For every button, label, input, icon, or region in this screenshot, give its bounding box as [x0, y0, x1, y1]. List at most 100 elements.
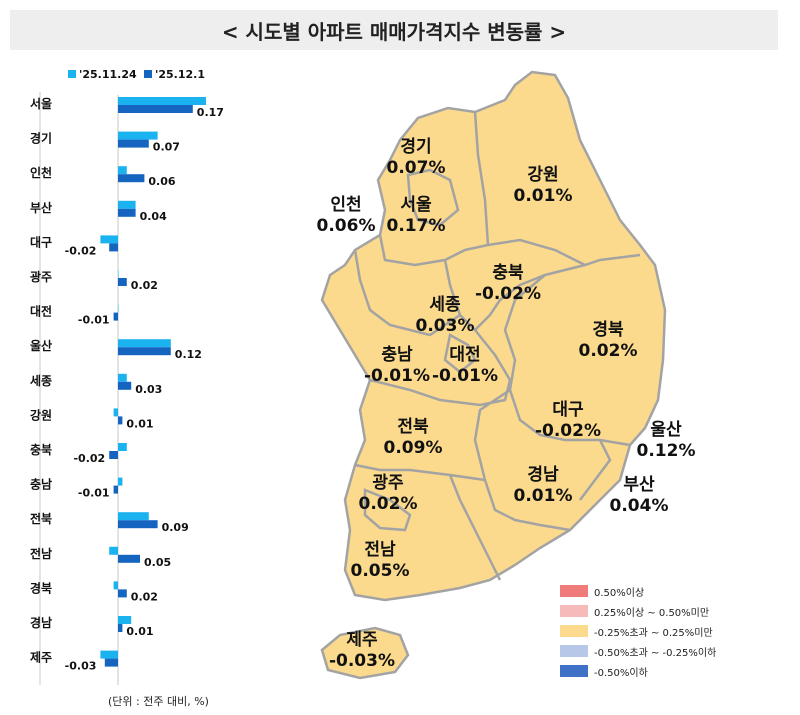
legend-label: '25.12.1	[155, 68, 205, 81]
bar	[118, 373, 127, 382]
page-title: < 시도별 아파트 매매가격지수 변동률 >	[10, 10, 778, 50]
category-label: 충남	[30, 477, 52, 492]
data-label: 0.02	[131, 590, 158, 603]
region-borders	[353, 111, 641, 581]
bar-group: 전남 0.05	[30, 546, 171, 569]
bar-group: 충북 -0.02	[30, 442, 127, 465]
bar	[113, 485, 118, 494]
data-label: 0.12	[175, 348, 202, 361]
map-region-value: 0.02%	[359, 494, 418, 514]
bar	[100, 650, 118, 659]
category-label: 경북	[30, 581, 52, 595]
category-label: 서울	[30, 96, 52, 111]
map-region-value: 0.07%	[387, 158, 446, 178]
category-label: 강원	[30, 408, 52, 422]
bar	[118, 97, 206, 105]
data-label: -0.02	[65, 244, 97, 257]
map-region-name: 인천	[330, 195, 361, 215]
category-label: 부산	[30, 200, 52, 215]
bar	[113, 408, 118, 417]
bar	[118, 443, 127, 451]
legend-text: -0.25%초과 ~ 0.25%미만	[594, 627, 713, 639]
data-label: 0.01	[126, 417, 153, 430]
legend-color	[560, 585, 588, 597]
map-region-name: 대전	[449, 345, 480, 365]
legend-color	[560, 665, 588, 677]
data-label: 0.03	[135, 383, 162, 396]
map-legend: 0.50%이상 0.25%이상 ~ 0.50%미만 -0.25%초과 ~ 0.25%…	[560, 581, 750, 681]
bar	[118, 278, 127, 286]
bar	[118, 347, 171, 356]
map-region-value: 0.04%	[610, 496, 669, 516]
bar-group: 제주 -0.03	[30, 650, 118, 673]
legend-swatch	[68, 70, 76, 78]
bar-group: 경북 0.02	[30, 581, 158, 603]
legend-label: '25.11.24	[79, 68, 137, 81]
data-label: 0.07	[153, 141, 180, 154]
map-region-name: 부산	[623, 475, 655, 495]
map-region-value: 0.12%	[637, 441, 696, 461]
category-label: 제주	[30, 651, 52, 665]
legend-text: -0.50%초과 ~ -0.25%이하	[594, 647, 717, 659]
category-label: 광주	[30, 269, 52, 284]
bar	[109, 243, 118, 252]
category-label: 전남	[30, 546, 52, 561]
legend-item: 0.50%이상	[560, 581, 750, 601]
data-label: 0.02	[131, 279, 158, 292]
bar	[118, 589, 127, 598]
legend-item: -0.25%초과 ~ 0.25%미만	[560, 621, 750, 641]
legend-color	[560, 645, 588, 657]
legend-item: 0.25%이상 ~ 0.50%미만	[560, 601, 750, 621]
map-region-value: 0.02%	[579, 341, 638, 361]
data-label: -0.01	[78, 314, 110, 327]
bar	[113, 312, 118, 321]
category-label: 대구	[30, 235, 52, 249]
bar-group: 인천 0.06	[30, 165, 176, 188]
bar	[113, 581, 118, 590]
map-region-name: 경기	[400, 137, 431, 157]
bar	[118, 166, 127, 175]
data-label: 0.09	[162, 521, 189, 534]
map-region-name: 세종	[429, 295, 461, 315]
bar	[118, 624, 123, 632]
map-region-value: 0.03%	[416, 316, 475, 336]
category-label: 대전	[30, 304, 52, 319]
map-region-name: 경북	[592, 320, 624, 340]
bar-group: 경기 0.07	[30, 131, 180, 154]
category-label: 전북	[30, 511, 52, 526]
bar	[109, 546, 118, 555]
bar-chart: '25.11.24 '25.12.1 서울 0.17 경기 0.07 인천 0.06 부산 0.0…	[30, 68, 224, 685]
data-label: 0.01	[126, 625, 153, 638]
map-region-name: 전북	[397, 417, 429, 437]
category-label: 경남	[30, 615, 52, 630]
map-region-value: -0.01%	[364, 366, 430, 386]
legend-swatch	[144, 70, 152, 78]
bar-group: 대전 -0.01	[30, 304, 119, 327]
data-label: -0.01	[78, 487, 110, 500]
bar-group: 세종 0.03	[30, 373, 162, 396]
data-label: -0.02	[73, 452, 105, 465]
bar	[118, 105, 193, 113]
data-label: 0.05	[144, 556, 171, 569]
data-label: 0.04	[140, 210, 167, 223]
map-region-name: 전남	[364, 540, 396, 560]
bar	[118, 304, 119, 313]
region-mainland	[320, 70, 667, 602]
data-label: 0.06	[148, 175, 175, 188]
map-region-name: 충남	[381, 345, 413, 365]
data-label: 0.17	[197, 106, 224, 119]
map-region-name: 울산	[650, 420, 682, 440]
category-label: 세종	[30, 373, 52, 388]
korea-map: 경기0.07% 강원0.01%인천0.06%서울0.17%충북-0.02%세종0.…	[317, 70, 696, 680]
bar	[118, 554, 140, 563]
bar-group: 경남 0.01	[30, 615, 154, 638]
bar	[118, 616, 132, 624]
legend-item: -0.50%이하	[560, 661, 750, 681]
bar	[104, 658, 118, 667]
legend-text: 0.50%이상	[594, 587, 645, 599]
map-region-value: 0.01%	[514, 486, 573, 506]
bar	[118, 339, 171, 348]
map-region-value: -0.01%	[432, 366, 498, 386]
map-regions	[320, 70, 667, 680]
map-region-name: 광주	[372, 473, 404, 493]
